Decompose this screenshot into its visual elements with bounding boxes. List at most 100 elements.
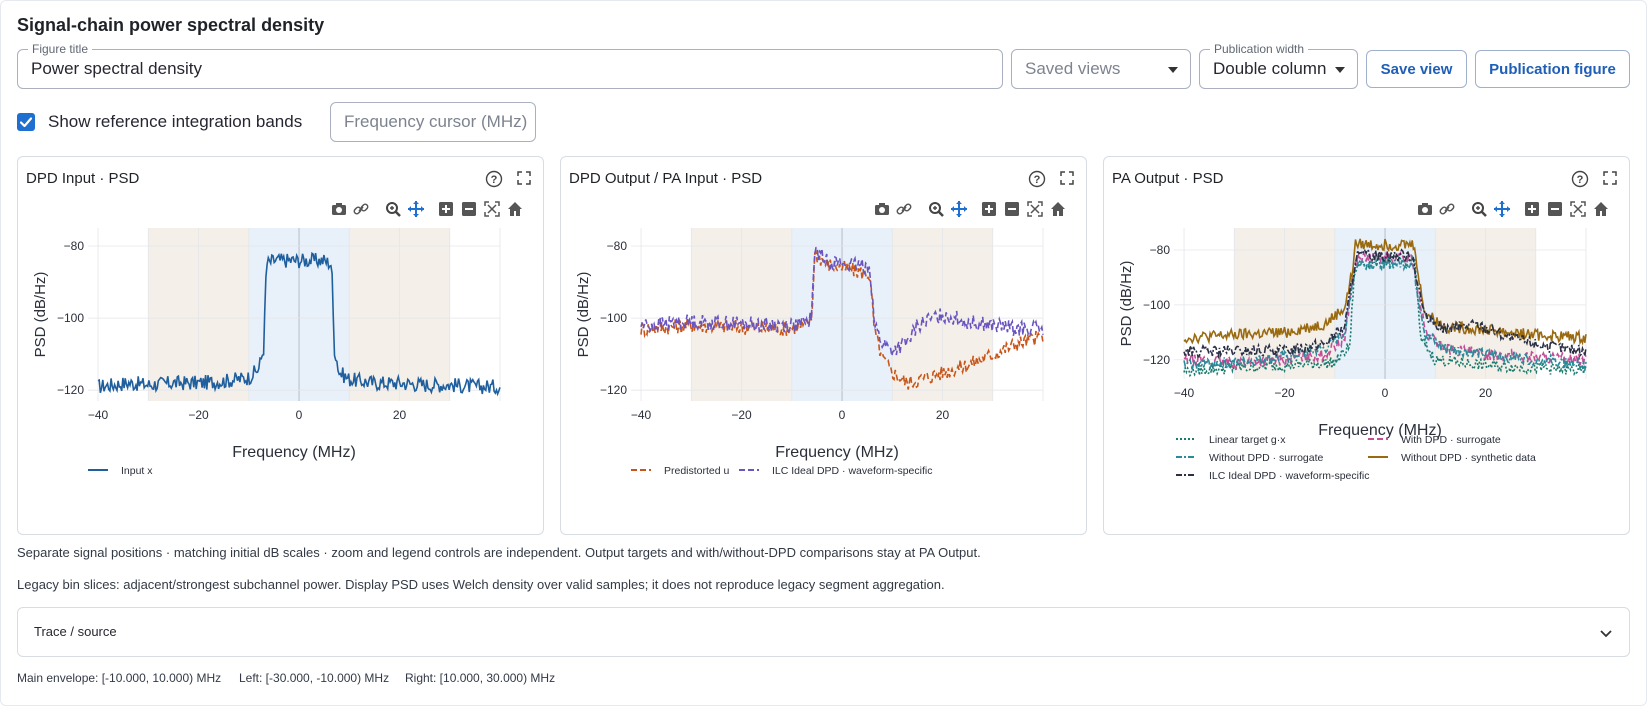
- saved-views-select[interactable]: Saved views: [1011, 49, 1191, 89]
- chevron-down-icon: [1168, 67, 1178, 73]
- fullscreen-icon[interactable]: [1603, 171, 1617, 190]
- publication-figure-button[interactable]: Publication figure: [1475, 50, 1630, 88]
- camera-icon[interactable]: [330, 200, 348, 218]
- band-left: Left: [-30.000, -10.000) MHz: [239, 671, 390, 685]
- figure-title-value: Power spectral density: [31, 59, 203, 78]
- psd-plot: −40 −20 0 20 −80 −100 −120 Frequency (MHz) PSD (…: [32, 228, 501, 477]
- frequency-cursor-placeholder: Frequency cursor (MHz): [344, 112, 528, 131]
- legend-label[interactable]: Without DPD · synthetic data: [1401, 452, 1536, 464]
- show-bands-label[interactable]: Show reference integration bands: [48, 112, 303, 131]
- y-axis-title: PSD (dB/Hz): [1118, 261, 1135, 347]
- camera-icon[interactable]: [1416, 200, 1434, 218]
- x-tick-label: −40: [631, 408, 652, 422]
- x-tick-label: 0: [839, 408, 846, 422]
- y-axis-title: PSD (dB/Hz): [32, 272, 49, 358]
- frequency-cursor-input[interactable]: Frequency cursor (MHz): [330, 102, 536, 142]
- help-icon[interactable]: ?: [1028, 170, 1046, 193]
- save-view-button[interactable]: Save view: [1366, 50, 1467, 88]
- x-axis-title: Frequency (MHz): [775, 444, 899, 461]
- home-icon[interactable]: [1049, 200, 1067, 218]
- publication-width-value: Double column: [1213, 59, 1327, 78]
- svg-text:?: ?: [1034, 174, 1041, 186]
- series-line: [1183, 256, 1587, 372]
- series-line: [97, 251, 501, 397]
- zoom-icon[interactable]: [927, 200, 945, 218]
- fullscreen-icon[interactable]: [1060, 171, 1074, 190]
- y-tick-label: −100: [1143, 298, 1170, 312]
- y-axis-title: PSD (dB/Hz): [575, 272, 592, 358]
- trace-source-expander[interactable]: Trace / source: [17, 607, 1630, 657]
- legend-label[interactable]: With DPD · surrogate: [1401, 434, 1501, 446]
- series-line: [640, 246, 1044, 357]
- home-icon[interactable]: [1592, 200, 1610, 218]
- legend-label[interactable]: ILC Ideal DPD · waveform-specific: [772, 465, 932, 477]
- figure-title-field[interactable]: Figure title Power spectral density: [17, 42, 1003, 89]
- home-icon[interactable]: [506, 200, 524, 218]
- band-right: Right: [10.000, 30.000) MHz: [405, 671, 556, 685]
- legend-label[interactable]: Linear target g·x: [1209, 434, 1286, 446]
- zoom-icon[interactable]: [384, 200, 402, 218]
- camera-icon[interactable]: [873, 200, 891, 218]
- legend-label[interactable]: Input x: [121, 465, 153, 477]
- y-tick-label: −80: [607, 239, 628, 253]
- x-tick-label: 20: [1479, 386, 1493, 400]
- psd-plot: −40 −20 0 20 −80 −100 −120 Frequency (MHz) PSD (…: [575, 228, 1044, 477]
- y-tick-label: −100: [600, 311, 627, 325]
- zoom-in-icon[interactable]: [437, 200, 455, 218]
- zoom-icon[interactable]: [1470, 200, 1488, 218]
- x-tick-label: −20: [731, 408, 752, 422]
- band-main: Main envelope: [-10.000, 10.000) MHz: [17, 671, 222, 685]
- caption-positions: Separate signal positions · matching ini…: [17, 545, 981, 560]
- panel-dpd-input: DPD Input · PSD? −40 −20 0 20 −80 −100 −120 Freq…: [17, 156, 544, 535]
- y-tick-label: −80: [1150, 243, 1171, 257]
- series-line: [1183, 247, 1587, 360]
- legend-label[interactable]: Without DPD · surrogate: [1209, 452, 1324, 464]
- autoscale-icon[interactable]: [483, 200, 501, 218]
- page-title: Signal-chain power spectral density: [17, 15, 325, 35]
- series-line: [1183, 238, 1587, 346]
- x-tick-label: −20: [1274, 386, 1295, 400]
- pan-icon[interactable]: [1493, 200, 1511, 218]
- y-tick-label: −120: [600, 383, 627, 397]
- help-icon[interactable]: ?: [485, 170, 503, 193]
- link-icon[interactable]: [1438, 200, 1456, 218]
- show-bands-checkbox[interactable]: [17, 113, 35, 131]
- x-axis-title: Frequency (MHz): [232, 444, 356, 461]
- publication-width-select[interactable]: Publication width Double column: [1199, 42, 1358, 89]
- x-tick-label: −40: [1174, 386, 1195, 400]
- autoscale-icon[interactable]: [1569, 200, 1587, 218]
- y-tick-label: −80: [64, 239, 85, 253]
- y-tick-label: −120: [1143, 353, 1170, 367]
- trace-source-label: Trace / source: [34, 624, 117, 639]
- chevron-down-icon: [1335, 67, 1345, 73]
- zoom-out-icon[interactable]: [460, 200, 478, 218]
- panel-title: PA Output · PSD: [1112, 170, 1224, 187]
- y-tick-label: −120: [57, 383, 84, 397]
- x-tick-label: 0: [1382, 386, 1389, 400]
- legend-label[interactable]: Predistorted u: [664, 465, 730, 477]
- svg-text:?: ?: [1577, 174, 1584, 186]
- panel-dpd-output: DPD Output / PA Input · PSD? −40 −20 0 20 −80…: [560, 156, 1087, 535]
- autoscale-icon[interactable]: [1026, 200, 1044, 218]
- panel-title: DPD Output / PA Input · PSD: [569, 170, 763, 187]
- figure-title-label: Figure title: [28, 42, 93, 56]
- checkmark-icon: [19, 117, 33, 128]
- zoom-out-icon[interactable]: [1003, 200, 1021, 218]
- help-icon[interactable]: ?: [1571, 170, 1589, 193]
- zoom-in-icon[interactable]: [1523, 200, 1541, 218]
- fullscreen-icon[interactable]: [517, 171, 531, 190]
- link-icon[interactable]: [895, 200, 913, 218]
- pan-icon[interactable]: [407, 200, 425, 218]
- zoom-out-icon[interactable]: [1546, 200, 1564, 218]
- x-tick-label: −40: [88, 408, 109, 422]
- zoom-in-icon[interactable]: [980, 200, 998, 218]
- pan-icon[interactable]: [950, 200, 968, 218]
- panel-pa-output: PA Output · PSD? −40 −20 0 20 −80 −100 −120 Freq…: [1103, 156, 1630, 535]
- y-tick-label: −100: [57, 311, 84, 325]
- x-axis-title: Frequency (MHz): [1318, 422, 1442, 439]
- psd-plot: −40 −20 0 20 −80 −100 −120 Frequency (MHz) PSD (…: [1118, 228, 1587, 482]
- saved-views-placeholder: Saved views: [1025, 59, 1121, 78]
- x-tick-label: 20: [936, 408, 950, 422]
- legend-label[interactable]: ILC Ideal DPD · waveform-specific: [1209, 470, 1369, 482]
- link-icon[interactable]: [352, 200, 370, 218]
